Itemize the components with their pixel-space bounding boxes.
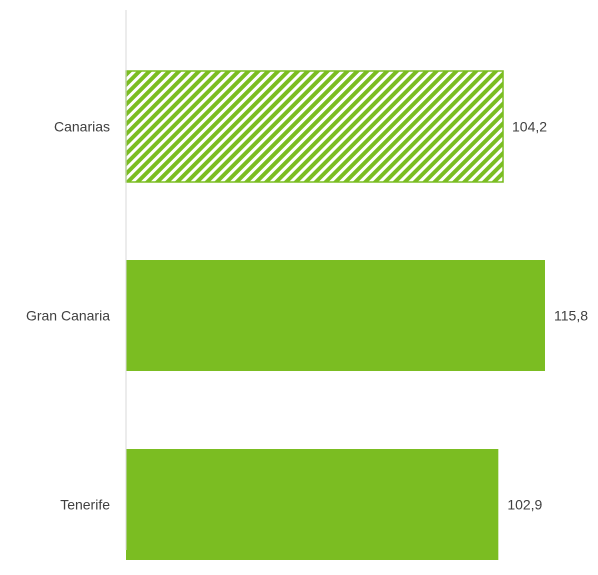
- category-label-tenerife: Tenerife: [60, 497, 110, 513]
- category-label-gran-canaria: Gran Canaria: [26, 308, 110, 324]
- bar-canarias: [125, 70, 504, 183]
- bar-tenerife: [126, 449, 499, 560]
- labels-layer: Canarias 104,2 Gran Canaria 115,8 Tenerife 10…: [26, 119, 588, 513]
- value-label-tenerife: 102,9: [507, 497, 542, 513]
- bar-gran-canaria: [126, 260, 545, 371]
- category-label-canarias: Canarias: [54, 119, 110, 135]
- bars-layer: [125, 70, 545, 560]
- value-label-canarias: 104,2: [512, 119, 547, 135]
- value-label-gran-canaria: 115,8: [554, 308, 588, 324]
